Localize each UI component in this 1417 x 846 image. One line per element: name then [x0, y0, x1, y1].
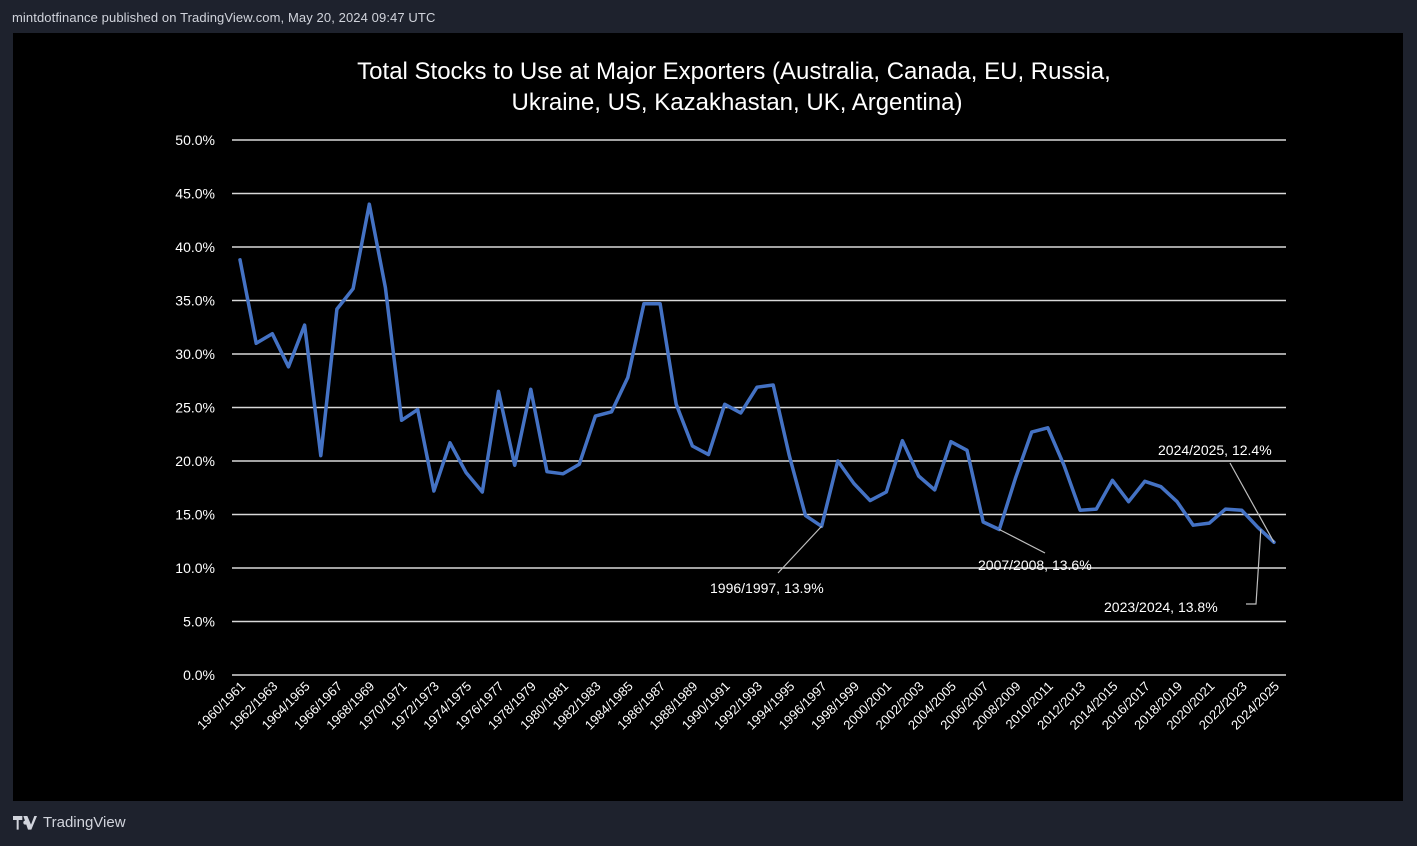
y-tick-label: 0.0%: [183, 667, 215, 683]
publication-attribution: mintdotfinance published on TradingView.…: [12, 10, 436, 25]
y-tick-label: 40.0%: [175, 239, 215, 255]
y-tick-label: 25.0%: [175, 400, 215, 416]
annotation-label: 1996/1997, 13.9%: [710, 580, 824, 596]
annotation-label: 2023/2024, 13.8%: [1104, 599, 1218, 615]
y-tick-label: 50.0%: [175, 132, 215, 148]
y-tick-label: 15.0%: [175, 507, 215, 523]
tradingview-logo-icon: [13, 815, 37, 830]
annotation-leader: [1229, 462, 1275, 543]
chart-title-line-2: Ukraine, US, Kazakhastan, UK, Argentina): [512, 89, 963, 116]
y-tick-label: 5.0%: [183, 614, 215, 630]
chart-panel: Total Stocks to Use at Major Exporters (…: [13, 33, 1403, 801]
x-axis-ticks: 1960/19611962/19631964/19651966/19671968…: [194, 679, 1282, 733]
y-tick-label: 35.0%: [175, 293, 215, 309]
annotation-leader: [777, 525, 823, 574]
y-axis-ticks: 0.0% 5.0% 10.0% 15.0% 20.0% 25.0% 30.0% 35.0% 40…: [175, 132, 215, 683]
footer: TradingView: [13, 814, 126, 831]
series-line-group: [238, 202, 1276, 545]
tradingview-brand-label: TradingView: [43, 814, 126, 831]
chart-title-line-1: Total Stocks to Use at Major Exporters (…: [357, 58, 1111, 85]
line-chart: Total Stocks to Use at Major Exporters (…: [175, 58, 1286, 733]
gridlines: [232, 139, 1286, 676]
y-tick-label: 20.0%: [175, 453, 215, 469]
y-tick-label: 10.0%: [175, 560, 215, 576]
annotation-leader: [999, 528, 1046, 554]
annotation-leader: [1246, 529, 1262, 605]
y-tick-label: 45.0%: [175, 186, 215, 202]
annotation-label: 2007/2008, 13.6%: [978, 557, 1092, 573]
annotations: 1996/1997, 13.9% 2007/2008, 13.6% 2024/202…: [710, 442, 1275, 615]
series-line: [238, 202, 1276, 545]
y-tick-label: 30.0%: [175, 346, 215, 362]
annotation-label: 2024/2025, 12.4%: [1158, 442, 1272, 458]
